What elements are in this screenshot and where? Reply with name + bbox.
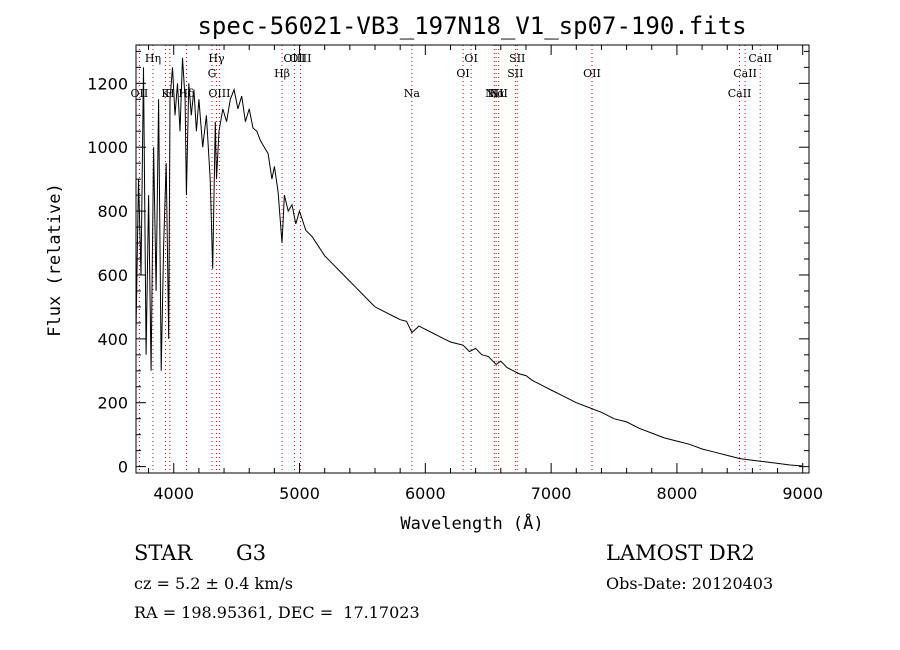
line-label-21: CaII (733, 67, 757, 80)
line-label-2: K (161, 87, 170, 100)
object-subclass: G3 (236, 541, 267, 565)
spectrum-series (135, 57, 803, 467)
line-label-6: Hγ (208, 52, 225, 65)
observation-date: Obs-Date: 20120403 (606, 574, 774, 593)
spectrum-line (135, 57, 803, 467)
x-tick-label: 8000 (657, 484, 698, 503)
x-tick-label: 6000 (405, 484, 446, 503)
line-label-4: Hδ (178, 87, 195, 100)
x-tick-label: 7000 (531, 484, 572, 503)
coordinates: RA = 198.95361, DEC = 17.17023 (134, 603, 420, 622)
line-label-7: OIII (208, 87, 230, 100)
redshift-velocity: cz = 5.2 ± 0.4 km/s (134, 574, 293, 593)
y-axis-label: Flux (relative) (45, 183, 65, 337)
line-label-3: H (165, 87, 175, 100)
line-label-18: SII (509, 52, 525, 65)
line-label-0: OII (131, 87, 149, 100)
line-label-22: CaII (748, 52, 772, 65)
line-label-1: Hη (145, 52, 161, 65)
line-label-8: Hβ (274, 67, 290, 80)
line-label-16: NII (490, 87, 508, 100)
line-label-15: Hα (488, 87, 506, 100)
y-tick-label: 600 (97, 266, 128, 285)
line-label-12: OI (456, 67, 469, 80)
line-label-20: CaII (728, 87, 752, 100)
line-label-5: G (208, 67, 217, 80)
plot-axes: 4000 5000 6000 7000 8000 9000 0 200 400 600 800 100… (87, 44, 823, 503)
survey-label: LAMOST DR2 (606, 541, 755, 565)
x-tick-label: 9000 (782, 484, 823, 503)
x-tick-label: 5000 (279, 484, 320, 503)
x-axis-label: Wavelength (Å) (400, 512, 543, 534)
y-tick-label: 1000 (87, 138, 128, 157)
line-label-14: NII (485, 87, 503, 100)
line-label-9: OIII (283, 52, 305, 65)
chart-title: spec-56021-VB3_197N18_V1_sp07-190.fits (197, 12, 746, 40)
line-label-11: Na (404, 87, 421, 100)
y-tick-label: 800 (97, 202, 128, 221)
line-label-19: OII (583, 67, 601, 80)
y-tick-label: 200 (97, 394, 128, 413)
x-tick-label: 4000 (153, 484, 194, 503)
emission-line-markers (138, 45, 761, 473)
line-label-13: OI (464, 52, 477, 65)
y-tick-label: 1200 (87, 74, 128, 93)
object-class: STAR (134, 541, 193, 565)
line-label-10: OIII (289, 52, 311, 65)
line-label-17: SII (507, 67, 523, 80)
y-tick-label: 0 (118, 458, 128, 477)
plot-frame (135, 44, 810, 474)
y-tick-label: 400 (97, 330, 128, 349)
